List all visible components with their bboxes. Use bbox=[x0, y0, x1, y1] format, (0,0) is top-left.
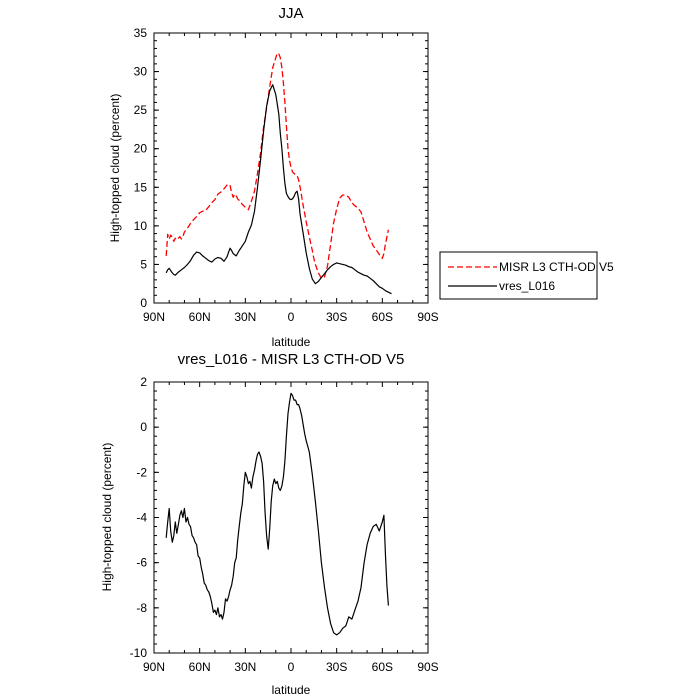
top-ticks: 90N 60N 30N 0 30S 60S 90S 0 5 10 15 20 25 30 35 bbox=[134, 26, 439, 324]
bottom-xtick-label-2: 30N bbox=[234, 660, 256, 674]
top-xtick-label-3: 0 bbox=[288, 310, 295, 324]
legend-box bbox=[439, 251, 598, 300]
top-xtick-label-2: 30N bbox=[234, 310, 256, 324]
bottom-xtick-label-6: 90S bbox=[417, 660, 438, 674]
top-ytick-label-3: 15 bbox=[134, 180, 148, 194]
top-ytick-label-7: 35 bbox=[134, 26, 148, 40]
bottom-ytick-label-5: 0 bbox=[140, 420, 147, 434]
legend-label-vres: vres_L016 bbox=[499, 279, 555, 293]
top-ylabel: High-topped cloud (percent) bbox=[108, 94, 122, 243]
top-ytick-label-1: 5 bbox=[140, 257, 147, 271]
bottom-ytick-label-0: -10 bbox=[130, 646, 148, 660]
top-ytick-label-2: 10 bbox=[134, 219, 148, 233]
bottom-series-group bbox=[165, 392, 389, 636]
bottom-ylabel: High-topped cloud (percent) bbox=[100, 443, 114, 592]
bottom-ticks: 90N 60N 30N 0 30S 60S 90S -10 -8 -6 -4 -2 0 2 bbox=[130, 375, 439, 674]
top-ytick-label-5: 25 bbox=[134, 103, 148, 117]
top-plot-frame bbox=[153, 32, 429, 304]
top-series-group bbox=[165, 52, 392, 295]
top-xlabel: latitude bbox=[272, 335, 311, 349]
bottom-panel: vres_L016 - MISR L3 CTH-OD V5 High-toppe… bbox=[100, 351, 439, 697]
bottom-xtick-label-4: 30S bbox=[326, 660, 347, 674]
top-xtick-label-4: 30S bbox=[326, 310, 347, 324]
top-xtick-label-5: 60S bbox=[372, 310, 393, 324]
bottom-chart-title: vres_L016 - MISR L3 CTH-OD V5 bbox=[178, 351, 405, 368]
bottom-ytick-label-2: -6 bbox=[136, 556, 147, 570]
bottom-ytick-label-1: -8 bbox=[136, 601, 147, 615]
top-ytick-label-4: 20 bbox=[134, 142, 148, 156]
top-panel: JJA High-topped cloud (percent) latitude… bbox=[108, 5, 439, 349]
bottom-plot-frame bbox=[153, 381, 429, 654]
bottom-ytick-label-4: -2 bbox=[136, 465, 147, 479]
bottom-xlabel: latitude bbox=[272, 683, 311, 697]
top-chart-title: JJA bbox=[278, 5, 303, 22]
legend: MISR L3 CTH-OD V5 vres_L016 bbox=[439, 251, 614, 300]
bottom-ytick-label-6: 2 bbox=[140, 375, 147, 389]
bottom-xtick-label-0: 90N bbox=[143, 660, 165, 674]
legend-label-misr: MISR L3 CTH-OD V5 bbox=[499, 260, 614, 274]
bottom-xtick-label-1: 60N bbox=[189, 660, 211, 674]
top-series-line-0 bbox=[165, 52, 390, 279]
top-ytick-label-6: 30 bbox=[134, 65, 148, 79]
top-ytick-label-0: 0 bbox=[140, 296, 147, 310]
bottom-ytick-label-3: -4 bbox=[136, 511, 147, 525]
bottom-series-line-0 bbox=[165, 392, 389, 636]
bottom-xtick-label-3: 0 bbox=[288, 660, 295, 674]
top-xtick-label-6: 90S bbox=[417, 310, 438, 324]
top-xtick-label-0: 90N bbox=[143, 310, 165, 324]
top-xtick-label-1: 60N bbox=[189, 310, 211, 324]
top-series-line-1 bbox=[165, 84, 392, 295]
bottom-xtick-label-5: 60S bbox=[372, 660, 393, 674]
